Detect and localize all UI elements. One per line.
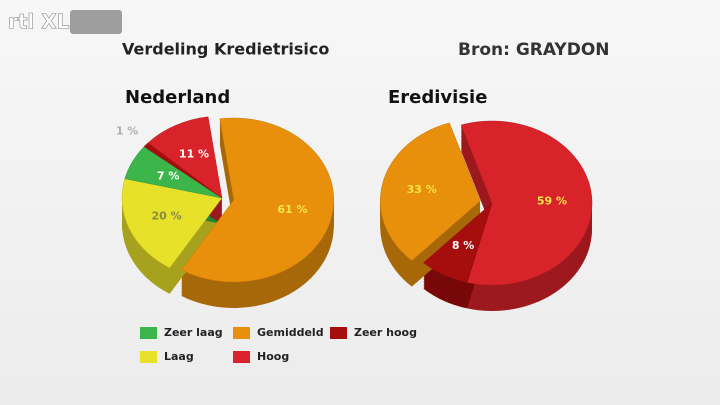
slice: [147, 116, 223, 199]
data-label: 1 %: [116, 124, 139, 137]
legend-swatch: [233, 351, 250, 363]
data-label: 20 %: [151, 210, 181, 223]
slice: [121, 178, 223, 269]
page-title: Verdeling Kredietrisico: [122, 40, 329, 59]
data-label: 11 %: [179, 147, 209, 160]
pie-title: Eredivisie: [388, 87, 487, 108]
data-label: 7 %: [157, 169, 180, 182]
legend-label: Gemiddeld: [257, 326, 324, 339]
legend-swatch: [233, 327, 250, 339]
data-label: 59 %: [537, 194, 567, 207]
logo: rtl XL: [8, 10, 70, 34]
slice: [380, 122, 481, 261]
slice: [423, 202, 493, 283]
pie-title: Nederland: [125, 87, 230, 108]
legend-swatch: [140, 327, 157, 339]
data-label: 61 %: [277, 203, 307, 216]
legend-label: Zeer laag: [164, 326, 223, 339]
legend-label: Zeer hoog: [354, 326, 417, 339]
source: Bron: GRAYDON: [458, 40, 610, 60]
slice: [460, 120, 593, 286]
data-label: 8 %: [452, 239, 475, 252]
legend-label: Laag: [164, 350, 194, 363]
slice: [180, 117, 334, 283]
data-label: 33 %: [407, 183, 437, 196]
legend-swatch: [140, 351, 157, 363]
legend-swatch: [330, 327, 347, 339]
logo-box: [70, 10, 122, 34]
legend-label: Hoog: [257, 350, 289, 363]
